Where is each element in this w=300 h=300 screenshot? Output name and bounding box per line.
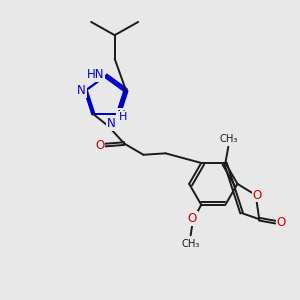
Text: CH₃: CH₃ [182,239,200,249]
Text: N: N [77,84,85,97]
Text: N: N [117,109,126,122]
Text: O: O [188,212,197,225]
Text: H: H [119,112,128,122]
Text: O: O [277,216,286,229]
Text: N: N [107,117,116,130]
Text: HN: HN [87,68,104,81]
Text: O: O [253,188,262,202]
Text: CH₃: CH₃ [219,134,238,144]
Text: O: O [95,139,104,152]
